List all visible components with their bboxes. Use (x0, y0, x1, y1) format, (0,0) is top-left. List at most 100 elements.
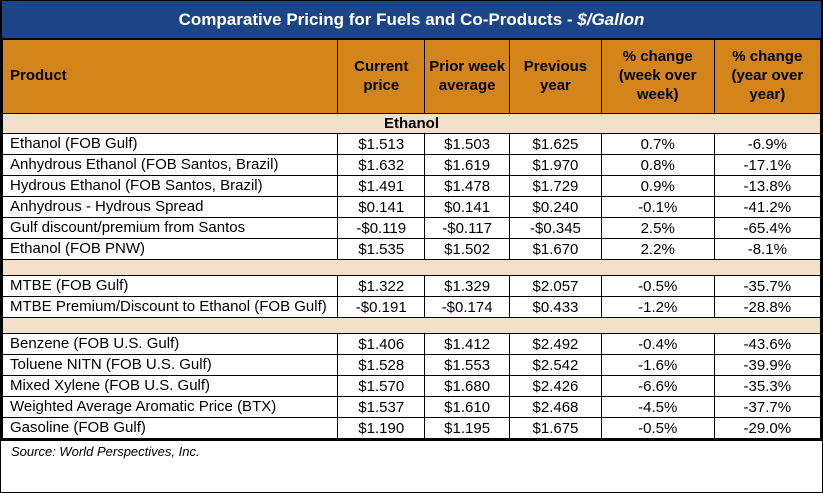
table-row: Gulf discount/premium from Santos -$0.119… (1, 217, 822, 239)
value-cell: -0.5% (600, 275, 715, 297)
table-row: Mixed Xylene (FOB U.S. Gulf) $1.570 $1.680… (1, 375, 822, 397)
value-cell: -$0.345 (509, 217, 602, 239)
section-spacer-row (2, 259, 821, 276)
table-row: Weighted Average Aromatic Price (BTX) $1.… (1, 396, 822, 418)
value-cell: -41.2% (713, 196, 822, 218)
value-cell: $1.503 (424, 133, 511, 155)
value-cell: $2.057 (509, 275, 602, 297)
column-header-pct-change-wow: % change (week over week) (600, 39, 715, 114)
value-cell: -0.5% (600, 417, 715, 439)
value-cell: $1.729 (509, 175, 602, 197)
value-cell: -4.5% (600, 396, 715, 418)
value-cell: $0.141 (424, 196, 511, 218)
table-row: MTBE Premium/Discount to Ethanol (FOB Gu… (1, 296, 822, 318)
value-cell: -1.2% (600, 296, 715, 318)
value-cell: $1.491 (337, 175, 426, 197)
value-cell: -13.8% (713, 175, 822, 197)
pricing-table: Product Current price Prior week average… (1, 39, 822, 439)
product-cell: Gasoline (FOB Gulf) (1, 417, 339, 439)
value-cell: $1.478 (424, 175, 511, 197)
table-header: Product Current price Prior week average… (1, 39, 822, 114)
section-spacer-row (2, 317, 821, 334)
table-row: Benzene (FOB U.S. Gulf) $1.406 $1.412 $2.49… (1, 333, 822, 355)
value-cell: $2.426 (509, 375, 602, 397)
product-cell: Weighted Average Aromatic Price (BTX) (1, 396, 339, 418)
value-cell: $1.570 (337, 375, 426, 397)
table-row: Toluene NITN (FOB U.S. Gulf) $1.528 $1.553… (1, 354, 822, 376)
product-cell: MTBE Premium/Discount to Ethanol (FOB Gu… (1, 296, 339, 318)
value-cell: -$0.119 (337, 217, 426, 239)
column-header-product: Product (1, 39, 339, 114)
product-cell: MTBE (FOB Gulf) (1, 275, 339, 297)
value-cell: -17.1% (713, 154, 822, 176)
value-cell: -$0.174 (424, 296, 511, 318)
table-row: Ethanol (FOB Gulf) $1.513 $1.503 $1.625 0.7%… (1, 133, 822, 155)
value-cell: -8.1% (713, 238, 822, 260)
value-cell: $1.502 (424, 238, 511, 260)
value-cell: -39.9% (713, 354, 822, 376)
product-cell: Mixed Xylene (FOB U.S. Gulf) (1, 375, 339, 397)
product-cell: Benzene (FOB U.S. Gulf) (1, 333, 339, 355)
column-header-prior-week-average: Prior week average (424, 39, 511, 114)
table-row: Anhydrous Ethanol (FOB Santos, Brazil) $1… (1, 154, 822, 176)
value-cell: -0.4% (600, 333, 715, 355)
product-cell: Gulf discount/premium from Santos (1, 217, 339, 239)
value-cell: $1.680 (424, 375, 511, 397)
table-title: Comparative Pricing for Fuels and Co-Pro… (2, 1, 821, 39)
value-cell: -6.6% (600, 375, 715, 397)
value-cell: $1.406 (337, 333, 426, 355)
product-cell: Ethanol (FOB PNW) (1, 238, 339, 260)
value-cell: $1.528 (337, 354, 426, 376)
value-cell: $0.240 (509, 196, 602, 218)
value-cell: $1.610 (424, 396, 511, 418)
table-row: Gasoline (FOB Gulf) $1.190 $1.195 $1.675 -0.… (1, 417, 822, 439)
table-row: Ethanol (FOB PNW) $1.535 $1.502 $1.670 2.2% -… (1, 238, 822, 260)
value-cell: -29.0% (713, 417, 822, 439)
product-cell: Hydrous Ethanol (FOB Santos, Brazil) (1, 175, 339, 197)
value-cell: -35.7% (713, 275, 822, 297)
value-cell: -43.6% (713, 333, 822, 355)
product-cell: Anhydrous - Hydrous Spread (1, 196, 339, 218)
value-cell: -$0.117 (424, 217, 511, 239)
value-cell: $2.492 (509, 333, 602, 355)
source-note: Source: World Perspectives, Inc. (11, 444, 200, 459)
value-cell: $1.195 (424, 417, 511, 439)
table-title-unit: $/Gallon (577, 10, 645, 29)
value-cell: $2.542 (509, 354, 602, 376)
value-cell: -1.6% (600, 354, 715, 376)
column-header-current-price: Current price (337, 39, 426, 114)
value-cell: $0.141 (337, 196, 426, 218)
value-cell: -6.9% (713, 133, 822, 155)
value-cell: $1.670 (509, 238, 602, 260)
value-cell: $1.412 (424, 333, 511, 355)
table-row: MTBE (FOB Gulf) $1.322 $1.329 $2.057 -0.5% -3… (1, 275, 822, 297)
value-cell: $1.537 (337, 396, 426, 418)
table-row: Anhydrous - Hydrous Spread $0.141 $0.141 $0… (1, 196, 822, 218)
value-cell: -$0.191 (337, 296, 426, 318)
value-cell: $1.513 (337, 133, 426, 155)
value-cell: $1.632 (337, 154, 426, 176)
table-body: Ethanol Ethanol (FOB Gulf) $1.513 $1.503 $1.… (1, 113, 822, 439)
value-cell: $1.970 (509, 154, 602, 176)
header-row: Product Current price Prior week average… (1, 39, 822, 114)
section-spacer-cell (2, 259, 821, 276)
value-cell: $1.675 (509, 417, 602, 439)
value-cell: 2.5% (600, 217, 715, 239)
product-cell: Anhydrous Ethanol (FOB Santos, Brazil) (1, 154, 339, 176)
column-header-pct-change-yoy: % change (year over year) (713, 39, 822, 114)
value-cell: 0.8% (600, 154, 715, 176)
value-cell: $1.322 (337, 275, 426, 297)
value-cell: $0.433 (509, 296, 602, 318)
section-header-row: Ethanol (2, 113, 821, 134)
value-cell: $2.468 (509, 396, 602, 418)
value-cell: $1.553 (424, 354, 511, 376)
value-cell: $1.535 (337, 238, 426, 260)
value-cell: 0.7% (600, 133, 715, 155)
value-cell: -0.1% (600, 196, 715, 218)
value-cell: -65.4% (713, 217, 822, 239)
value-cell: $1.190 (337, 417, 426, 439)
product-cell: Toluene NITN (FOB U.S. Gulf) (1, 354, 339, 376)
value-cell: 0.9% (600, 175, 715, 197)
value-cell: $1.329 (424, 275, 511, 297)
